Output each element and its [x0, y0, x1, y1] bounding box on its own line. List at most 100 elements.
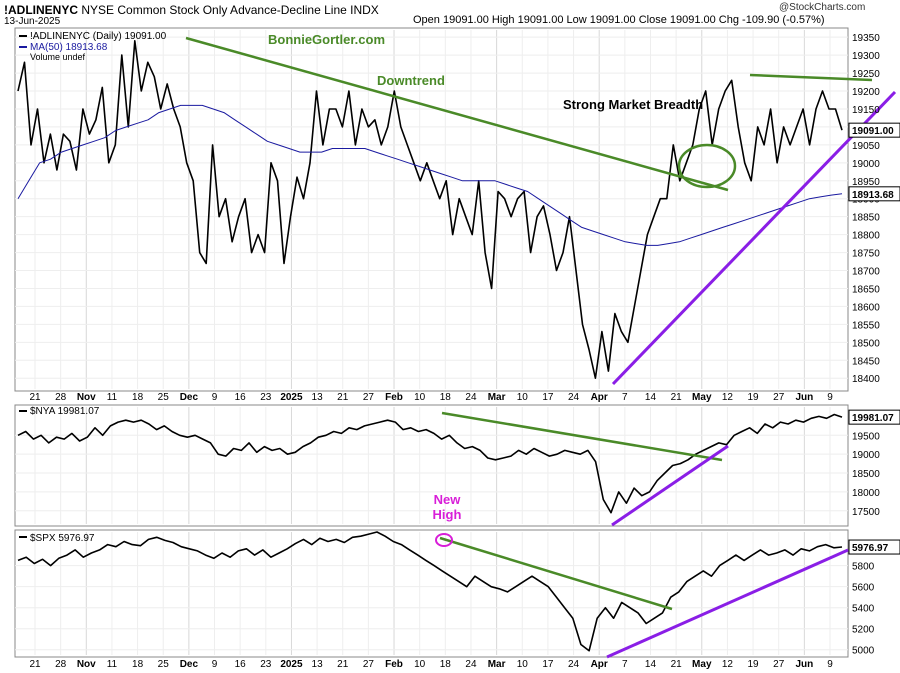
xtick-label-main: 18	[132, 392, 144, 403]
legend-ma50: MA(50) 18913.68	[30, 42, 108, 53]
ytick-label-nya: 17500	[852, 507, 880, 518]
ytick-label-main: 19350	[852, 33, 880, 44]
xtick-label-main: May	[692, 392, 712, 403]
xtick-label-spx: 2025	[280, 659, 303, 670]
xtick-label-spx: May	[692, 659, 712, 670]
series-layer	[17, 39, 843, 652]
spx-uptrend-line	[606, 548, 849, 659]
xtick-label-main: 7	[622, 392, 628, 403]
xtick-label-main: 23	[260, 392, 272, 403]
last-price-ma50: 18913.68	[852, 190, 894, 201]
ytick-label-main: 19200	[852, 87, 880, 98]
ytick-label-main: 18600	[852, 302, 880, 313]
spx-series	[17, 531, 843, 652]
resistance-line	[749, 73, 873, 82]
ytick-label-main: 19250	[852, 69, 880, 80]
title-desc: NYSE Common Stock Only Advance-Decline L…	[81, 3, 347, 17]
xtick-label-spx: Dec	[180, 659, 199, 670]
xtick-label-main: Jun	[795, 392, 813, 403]
xtick-label-main: 17	[542, 392, 554, 403]
legend-nya: $NYA 19981.07	[30, 406, 100, 417]
spx-downtrend-line	[439, 536, 673, 611]
ytick-label-main: 18850	[852, 213, 880, 224]
ytick-label-nya: 19000	[852, 450, 880, 461]
last-price-ma50-box	[848, 186, 900, 202]
xtick-label-main: 28	[55, 392, 67, 403]
xtick-label-spx: 21	[337, 659, 349, 670]
ytick-label-main: 19050	[852, 141, 880, 152]
xtick-label-main: Apr	[591, 392, 608, 403]
nya-uptrend-line	[611, 444, 729, 527]
xtick-label-spx: Apr	[591, 659, 608, 670]
last-price-spx-box	[848, 539, 900, 555]
last-price-spx: 5976.97	[852, 543, 889, 554]
ytick-label-main: 18550	[852, 320, 880, 331]
xtick-label-spx: 23	[260, 659, 272, 670]
xtick-label-main: 25	[158, 392, 170, 403]
xtick-label-spx: Jun	[795, 659, 813, 670]
site-watermark: BonnieGortler.com	[268, 32, 385, 47]
xtick-label-main: 18	[440, 392, 452, 403]
xtick-label-spx: 14	[645, 659, 657, 670]
chart-title: !ADLINENYC NYSE Common Stock Only Advanc…	[4, 3, 379, 17]
xtick-label-main: 13	[312, 392, 324, 403]
chart-date: 13-Jun-2025	[4, 16, 61, 27]
last-price-adline: 19091.00	[852, 126, 894, 137]
xtick-label-main: Dec	[180, 392, 199, 403]
xtick-label-spx: 7	[622, 659, 628, 670]
xtick-label-main: 9	[212, 392, 218, 403]
xtick-label-spx: Nov	[77, 659, 96, 670]
ytick-label-main: 18700	[852, 267, 880, 278]
ytick-label-main: 18400	[852, 374, 880, 385]
legend-volume: Volume undef	[30, 52, 86, 62]
stockcharts-credit: @StockCharts.com	[779, 2, 866, 13]
xtick-label-spx: Mar	[488, 659, 506, 670]
ytick-label-spx: 5400	[852, 604, 875, 615]
xtick-label-main: 10	[517, 392, 529, 403]
xtick-label-main: 21	[337, 392, 349, 403]
xtick-label-main: 21	[671, 392, 683, 403]
title-symbol: !ADLINENYC	[4, 3, 78, 17]
xtick-label-main: 24	[568, 392, 580, 403]
xtick-label-spx: 28	[55, 659, 67, 670]
downtrend-line	[185, 36, 729, 192]
ytick-label-main: 18650	[852, 284, 880, 295]
xtick-label-main: 27	[363, 392, 375, 403]
last-price-nya-box	[848, 409, 900, 425]
ytick-label-main: 18450	[852, 356, 880, 367]
xtick-label-main: 24	[465, 392, 477, 403]
ohlc-readout: Open 19091.00 High 19091.00 Low 19091.00…	[413, 14, 825, 26]
last-price-adline-box	[848, 122, 900, 138]
ytick-label-main: 19000	[852, 159, 880, 170]
xtick-label-main: 27	[773, 392, 785, 403]
new-high-note-line1: New	[434, 492, 462, 507]
xtick-label-main: 21	[29, 392, 41, 403]
xtick-label-spx: 18	[440, 659, 452, 670]
nya-series	[17, 413, 843, 514]
ytick-label-main: 18950	[852, 177, 880, 188]
label-layer: 1935019300192501920019150191001905019000…	[19, 31, 900, 670]
xtick-label-spx: 9	[212, 659, 218, 670]
xtick-label-spx: 11	[107, 659, 118, 670]
xtick-label-main: 12	[722, 392, 734, 403]
xtick-label-spx: 27	[363, 659, 375, 670]
xtick-label-spx: Feb	[385, 659, 403, 670]
ytick-label-main: 19150	[852, 105, 880, 116]
xtick-label-spx: 18	[132, 659, 144, 670]
spx-panel-frame	[14, 529, 849, 658]
ytick-label-main: 18750	[852, 249, 880, 260]
nya-downtrend-line	[441, 411, 723, 462]
new-high-circle	[435, 533, 453, 547]
new-high-note-line2: High	[433, 507, 462, 522]
ytick-label-spx: 5600	[852, 583, 875, 594]
xtick-label-main: Nov	[77, 392, 96, 403]
adline-series	[17, 39, 843, 380]
ytick-label-main: 18500	[852, 338, 880, 349]
xtick-label-spx: 21	[671, 659, 683, 670]
ytick-label-nya: 18500	[852, 469, 880, 480]
xtick-label-spx: 25	[158, 659, 170, 670]
ytick-label-main: 19300	[852, 51, 880, 62]
xtick-label-main: Mar	[488, 392, 506, 403]
ma50-series	[17, 104, 843, 246]
